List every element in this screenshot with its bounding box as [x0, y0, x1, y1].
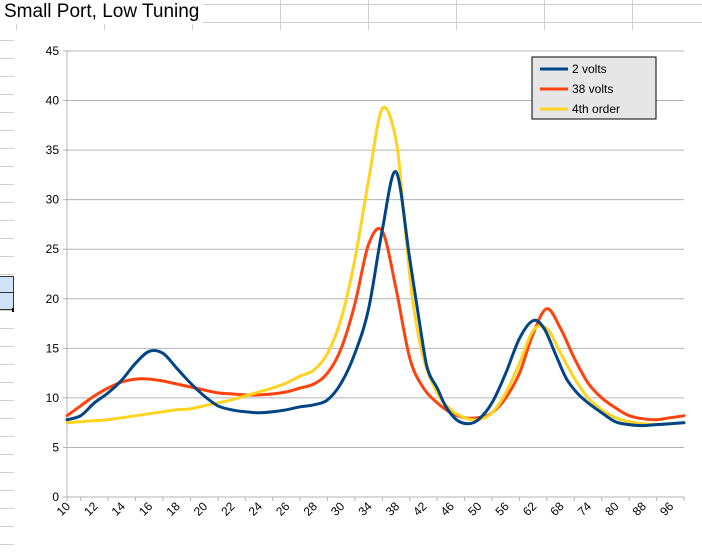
y-tick-label: 30	[46, 193, 60, 207]
chart-gridlines	[67, 50, 684, 498]
y-tick-label: 45	[46, 44, 60, 58]
legend-label: 2 volts	[572, 62, 607, 76]
y-tick-label: 10	[46, 391, 60, 405]
y-tick-label: 0	[52, 490, 59, 504]
legend-label: 4th order	[572, 102, 620, 116]
series-line-38-volts[interactable]	[65, 227, 686, 422]
chart-series	[65, 105, 686, 428]
y-tick-label: 25	[46, 242, 60, 256]
legend-label: 38 volts	[572, 82, 613, 96]
y-tick-label: 5	[52, 440, 59, 454]
y-tick-label: 35	[46, 143, 60, 157]
chart-legend[interactable]: 2 volts 38 volts 4th order	[531, 56, 657, 120]
series-line-2-volts[interactable]	[65, 170, 686, 428]
series-line-4th-order[interactable]	[65, 105, 686, 427]
y-tick-label: 15	[46, 341, 60, 355]
y-tick-label: 40	[46, 94, 60, 108]
selected-cell[interactable]	[0, 276, 14, 310]
sheet-title: Small Port, Low Tuning	[0, 0, 204, 24]
y-tick-label: 20	[46, 292, 60, 306]
